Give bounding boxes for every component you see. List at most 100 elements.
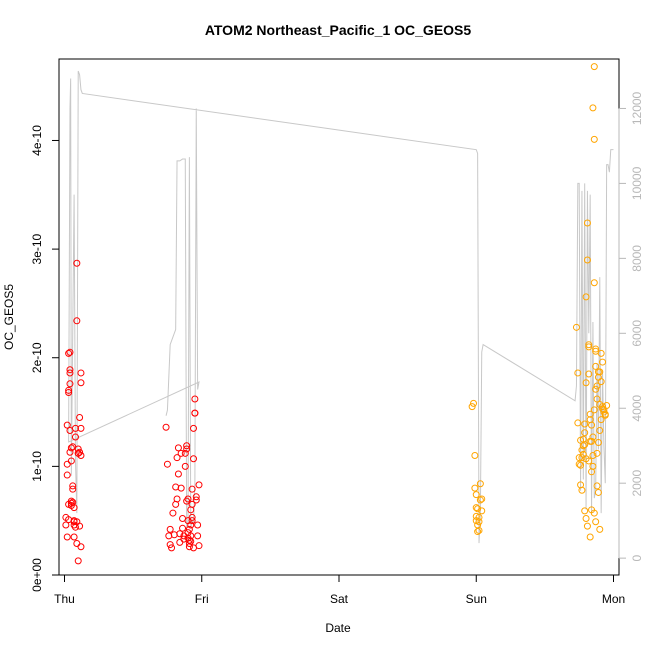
data-point [582,293,590,301]
x-axis: Thu Fri Sat Sun Mon [54,574,625,606]
y2-tick-label: 8000 [630,245,644,272]
y-axis-left: 0e+00 1e-10 2e-10 3e-10 4e-10 [30,125,60,592]
data-point [588,421,596,429]
data-point [472,517,480,525]
data-point [181,462,189,470]
y2-tick-label: 4000 [630,395,644,422]
data-point [73,540,81,547]
data-point [592,362,600,370]
x-tick-label: Fri [195,592,209,606]
data-point [66,366,74,374]
data-point [67,444,75,452]
data-point [67,497,75,505]
data-point [70,518,78,526]
data-point [575,460,583,468]
data-point [66,448,74,456]
data-point [194,521,202,529]
data-point [468,403,476,411]
x-tick-label: Thu [54,592,75,606]
data-point [472,504,480,512]
data-point [599,358,607,366]
data-point [168,544,176,552]
data-point [170,531,178,539]
data-point [174,470,182,478]
data-point [596,427,604,435]
data-point [67,457,75,465]
y-axis-label: OC_GEOS5 [2,284,16,350]
data-point [592,385,600,393]
data-point [585,370,593,378]
data-point [472,491,480,499]
data-point [581,507,589,515]
data-point [188,485,196,493]
data-point [597,378,605,386]
data-point [478,507,486,515]
x-tick-label: Mon [602,592,625,606]
data-point [173,495,181,503]
data-point [188,517,196,525]
data-point [66,369,74,377]
y2-tick-label: 6000 [630,320,644,347]
data-point [71,424,79,432]
data-point [190,455,198,463]
data-point [590,279,598,287]
data-point [589,452,597,460]
y-tick-label: 4e-10 [30,125,44,156]
data-point [169,509,177,517]
data-point [589,433,597,441]
data-point [73,259,81,267]
data-point [583,219,591,227]
data-point [185,525,193,533]
data-point [583,256,591,264]
data-point [70,533,78,541]
data-point [574,419,582,427]
data-point [583,522,591,530]
data-point [478,495,486,503]
data-point [577,461,585,469]
data-point [476,480,484,488]
data-point [603,402,611,410]
y-tick-label: 3e-10 [30,233,44,264]
data-point [592,518,600,526]
data-point [165,532,173,540]
data-point [62,521,70,529]
data-point [194,532,202,540]
data-point [585,341,593,349]
data-point [586,533,594,541]
data-point [172,483,180,491]
data-point [579,442,587,450]
data-point [579,450,587,458]
data-point [177,484,185,492]
data-point [69,498,77,506]
data-point [187,521,195,529]
data-point [74,557,82,565]
data-point [77,369,85,377]
data-point [184,534,192,542]
data-point [475,526,483,534]
data-point [187,506,195,514]
y2-tick-label: 10000 [630,166,644,200]
data-point [474,528,482,536]
data-point [590,63,598,71]
y-tick-label: 0e+00 [30,558,44,592]
chart-title: ATOM2 Northeast_Pacific_1 OC_GEOS5 [205,22,472,38]
y-tick-label: 1e-10 [30,451,44,482]
data-point [69,485,77,493]
data-point [574,369,582,377]
data-point [76,448,84,456]
data-point [173,454,181,462]
data-point [63,421,71,429]
altitude-line [68,70,614,544]
data-point [65,389,73,396]
y2-tick-label: 2000 [630,470,644,497]
data-point [63,460,71,468]
data-point [471,452,479,460]
data-point [176,530,184,538]
data-point [63,533,71,541]
y-tick-label: 2e-10 [30,342,44,373]
y-axis-right: 0 2000 4000 6000 8000 10000 12000 [618,91,644,561]
data-point [192,496,200,504]
data-point [594,438,602,446]
data-point [590,509,598,517]
